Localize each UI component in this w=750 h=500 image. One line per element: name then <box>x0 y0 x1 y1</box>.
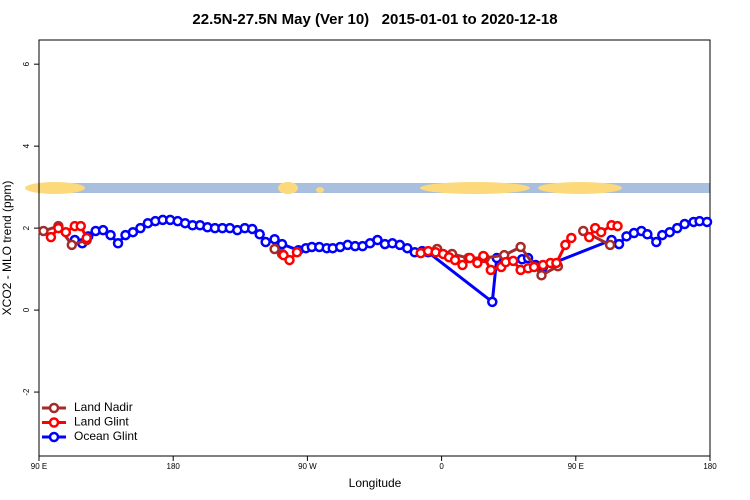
point <box>402 242 413 254</box>
point <box>66 239 78 251</box>
point <box>45 231 57 243</box>
point <box>613 238 625 250</box>
y-axis-label: XCO2 - MLO trend (ppm) <box>0 181 14 316</box>
point <box>75 220 87 232</box>
point <box>269 243 280 255</box>
point <box>701 216 713 228</box>
point <box>449 254 461 266</box>
point <box>528 261 540 273</box>
point <box>269 233 280 245</box>
map-strip <box>25 182 710 194</box>
point <box>536 270 547 281</box>
x-tick-label: 90 E <box>568 462 584 471</box>
point <box>566 232 577 244</box>
point <box>551 257 562 269</box>
point <box>487 296 498 308</box>
legend-marker <box>48 417 60 428</box>
point <box>478 250 489 262</box>
x-tick-label: 180 <box>703 462 717 471</box>
point <box>254 229 265 240</box>
point <box>246 223 258 235</box>
series-line <box>74 218 708 305</box>
legend-label: Land Glint <box>74 415 129 429</box>
point <box>664 226 675 238</box>
point <box>457 259 468 271</box>
point <box>464 252 476 264</box>
point <box>578 225 589 237</box>
point <box>38 225 49 237</box>
point <box>81 232 92 244</box>
point <box>651 236 662 248</box>
point <box>53 222 64 234</box>
point <box>97 224 109 236</box>
x-axis-label: Longitude <box>349 476 402 490</box>
point <box>284 254 295 266</box>
chart-title: 22.5N-27.5N May (Ver 10) 2015-01-01 to 2… <box>192 11 557 28</box>
point <box>612 220 623 232</box>
x-tick-label: 90 E <box>31 462 47 471</box>
legend-label: Ocean Glint <box>74 429 138 443</box>
x-tick-label: 180 <box>167 462 181 471</box>
x-tick-label: 0 <box>439 462 444 471</box>
y-tick-label: 6 <box>22 61 31 66</box>
point <box>671 222 683 234</box>
legend-label: Land Nadir <box>74 400 133 414</box>
point <box>515 241 526 253</box>
y-tick-label: 4 <box>22 143 31 148</box>
point <box>291 247 303 258</box>
legend-marker <box>48 431 60 443</box>
x-tick-label: 90 W <box>298 462 317 471</box>
point <box>472 257 483 269</box>
point <box>679 218 690 230</box>
y-tick-label: 2 <box>22 225 31 230</box>
point <box>105 229 116 241</box>
point <box>604 239 616 251</box>
point <box>260 236 271 248</box>
point <box>560 239 571 251</box>
point <box>60 226 72 238</box>
point <box>372 234 383 246</box>
legend-marker <box>48 402 60 414</box>
point <box>276 238 288 250</box>
plot-frame <box>38 39 711 457</box>
point <box>642 229 653 240</box>
point <box>112 238 124 249</box>
point <box>485 264 497 276</box>
point <box>507 255 519 267</box>
y-tick-label: 0 <box>22 307 31 312</box>
point <box>583 231 595 243</box>
y-tick-label: -2 <box>22 388 31 396</box>
point <box>595 226 607 238</box>
point <box>127 226 139 238</box>
point <box>135 222 146 234</box>
